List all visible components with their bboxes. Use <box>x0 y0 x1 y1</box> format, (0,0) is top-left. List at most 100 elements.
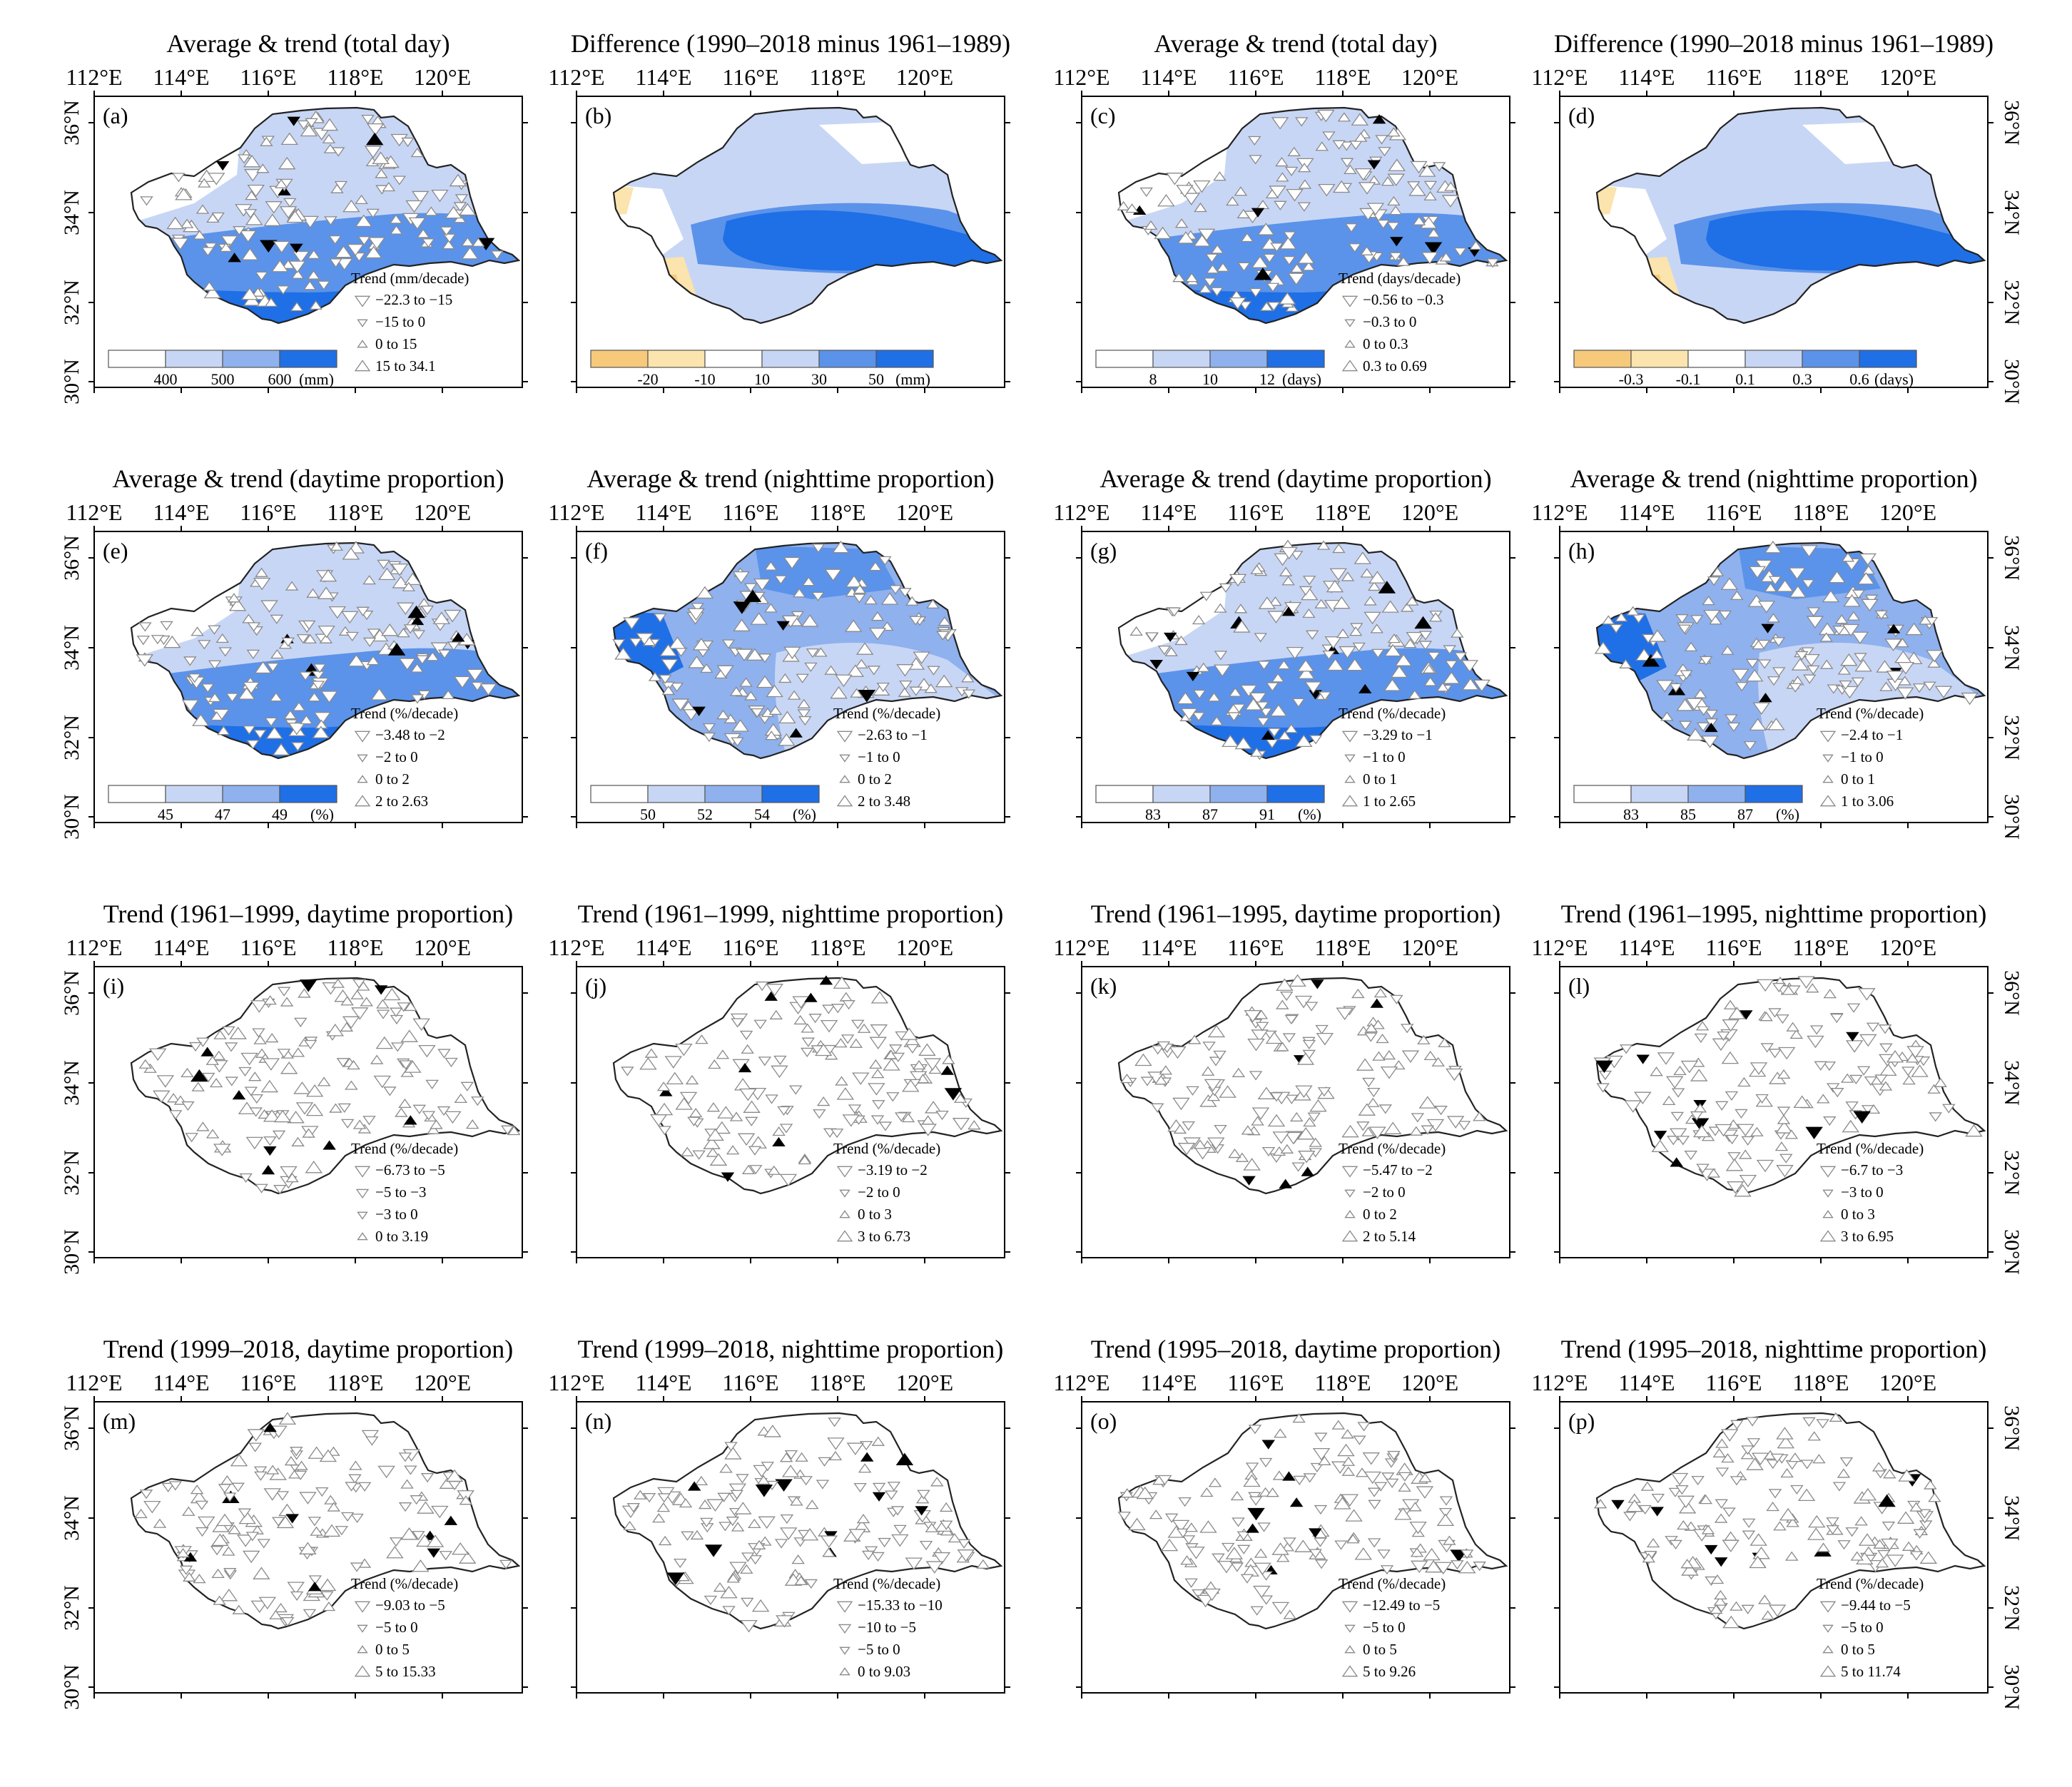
station-marker <box>1722 1539 1740 1552</box>
station-marker <box>272 743 290 755</box>
station-marker <box>253 577 271 591</box>
station-marker <box>389 1537 403 1547</box>
station-marker <box>465 1119 479 1129</box>
station-marker <box>1387 127 1401 137</box>
station-marker <box>298 671 313 681</box>
station-marker <box>962 689 976 699</box>
legend-entry-label: 0 to 15 <box>375 335 417 352</box>
station-marker <box>1160 1538 1179 1552</box>
station-marker <box>885 1490 898 1500</box>
lon-tick-label: 118°E <box>1792 64 1849 90</box>
station-marker <box>209 1077 223 1088</box>
station-marker <box>739 677 753 687</box>
station-marker <box>1666 1136 1680 1146</box>
station-marker <box>1411 1113 1425 1123</box>
colorbar-label: 10 <box>1202 370 1218 388</box>
station-marker <box>1424 1559 1443 1573</box>
station-marker <box>280 1061 298 1074</box>
station-marker <box>670 682 684 693</box>
legend-entry-label: −5.47 to −2 <box>1363 1161 1433 1178</box>
station-marker <box>1296 1052 1315 1065</box>
station-marker <box>1370 623 1383 633</box>
station-marker <box>1310 1462 1324 1473</box>
station-marker <box>833 976 851 989</box>
station-marker <box>738 1062 752 1073</box>
station-marker <box>652 1513 666 1523</box>
colorbar-swatch <box>1573 350 1632 368</box>
station-marker <box>1840 1073 1854 1083</box>
station-marker <box>1276 1042 1289 1052</box>
station-marker <box>1139 187 1153 198</box>
station-marker <box>1172 273 1186 282</box>
station-marker <box>1596 1083 1610 1093</box>
station-marker <box>1193 234 1211 247</box>
station-marker <box>729 1111 743 1121</box>
station-marker <box>228 1524 241 1534</box>
station-marker <box>198 640 211 650</box>
station-marker <box>1281 576 1295 586</box>
station-marker <box>1275 157 1289 167</box>
legend-entry-label: −0.56 to −0.3 <box>1363 291 1444 308</box>
station-marker <box>357 754 368 763</box>
station-marker <box>764 603 778 613</box>
station-marker <box>1730 590 1744 600</box>
station-marker <box>1312 1447 1331 1461</box>
station-marker <box>260 136 273 146</box>
lon-tick-label: 112°E <box>548 499 604 525</box>
station-marker <box>404 1060 422 1073</box>
station-marker <box>291 1136 305 1146</box>
station-marker <box>1375 135 1388 145</box>
colorbar-label: 50 <box>640 805 656 823</box>
station-marker <box>205 1055 220 1065</box>
station-marker <box>1199 283 1212 293</box>
station-marker <box>1207 1024 1226 1038</box>
station-marker <box>335 245 352 258</box>
station-marker <box>1240 233 1254 243</box>
station-marker <box>1443 671 1461 684</box>
station-marker <box>1730 1420 1744 1430</box>
station-marker <box>1779 1507 1797 1521</box>
colorbar-swatch <box>1859 350 1917 368</box>
station-marker <box>1240 1574 1254 1584</box>
region-outline <box>612 106 1003 325</box>
station-marker <box>1244 1009 1261 1023</box>
station-marker <box>1398 1472 1412 1482</box>
colorbar-swatch <box>875 350 934 368</box>
station-marker <box>1376 1033 1389 1044</box>
station-marker <box>1278 730 1291 740</box>
station-marker <box>1277 659 1291 670</box>
station-marker <box>1151 1045 1164 1055</box>
station-marker <box>912 1059 926 1070</box>
station-marker <box>1831 1088 1844 1098</box>
station-markers <box>1594 540 1979 751</box>
station-marker <box>718 1522 732 1532</box>
station-marker <box>804 1579 818 1589</box>
station-marker <box>1242 1176 1256 1186</box>
station-marker <box>1136 1486 1154 1500</box>
station-marker <box>776 621 790 631</box>
colorbar-swatch <box>1209 785 1268 803</box>
station-marker <box>918 1043 936 1056</box>
station-marker <box>1279 1178 1292 1188</box>
station-marker <box>1901 1541 1916 1551</box>
legend-entry-label: 5 to 11.74 <box>1841 1663 1901 1680</box>
station-marker <box>1408 1502 1422 1512</box>
trend-legend: Trend (%/decade)−3.48 to −2−2 to 00 to 2… <box>351 705 458 810</box>
station-marker <box>1451 1560 1464 1570</box>
station-marker <box>1210 287 1224 297</box>
station-marker <box>1696 722 1710 732</box>
station-marker <box>804 992 818 1002</box>
station-marker <box>870 991 889 1004</box>
station-marker <box>681 701 696 711</box>
trend-legend: Trend (days/decade)−0.56 to −0.3−0.3 to … <box>1339 270 1461 375</box>
station-marker <box>168 1481 183 1491</box>
station-marker <box>1624 1100 1642 1113</box>
station-marker <box>841 1034 855 1044</box>
lat-tick-label: 36°N <box>60 535 83 581</box>
station-marker <box>1852 589 1866 599</box>
station-marker <box>1341 795 1359 807</box>
panel-title: Trend (1961–1999, daytime proportion) <box>103 900 514 928</box>
station-marker <box>1715 1101 1729 1111</box>
station-marker <box>794 1575 808 1585</box>
station-marker <box>1609 623 1623 633</box>
